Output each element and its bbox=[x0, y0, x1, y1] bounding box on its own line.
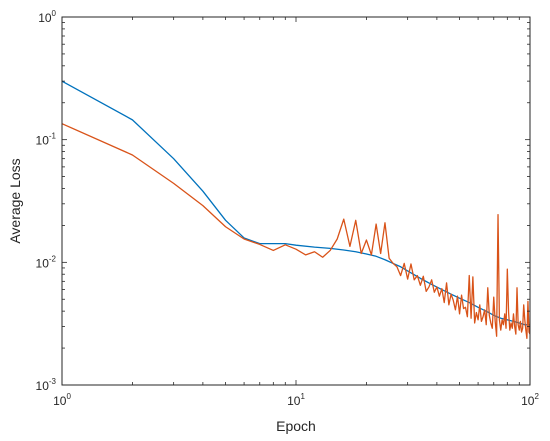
y-tick-label: 10-1 bbox=[36, 132, 57, 148]
x-tick-label: 100 bbox=[53, 392, 71, 408]
series-layer bbox=[61, 80, 531, 340]
x-axis-label: Epoch bbox=[276, 418, 316, 434]
y-tick-label: 100 bbox=[38, 9, 56, 25]
x-tick-label: 101 bbox=[287, 392, 305, 408]
tick-label-layer: 100 101 102 10-3 10-2 10-1 100 bbox=[36, 9, 540, 408]
plot-background bbox=[62, 17, 530, 385]
y-axis-label: Average Loss bbox=[7, 158, 23, 243]
axes-layer bbox=[61, 16, 531, 386]
series-line-2 bbox=[61, 123, 531, 340]
y-tick-label: 10-2 bbox=[36, 254, 57, 270]
x-tick-label: 102 bbox=[521, 392, 539, 408]
y-tick-label: 10-3 bbox=[36, 377, 57, 393]
